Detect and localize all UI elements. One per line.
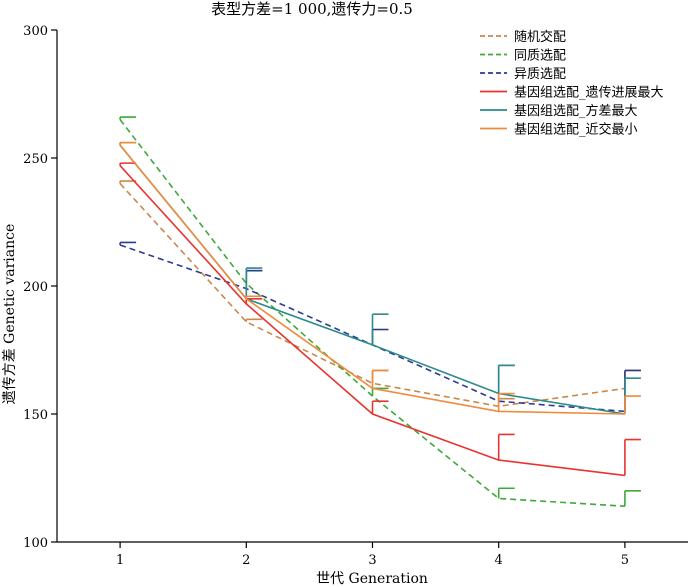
x-axis-title: 世代 Generation — [316, 571, 428, 587]
x-tick-label: 4 — [495, 553, 503, 568]
legend-label: 异质选配 — [514, 67, 566, 82]
series-group — [119, 116, 641, 507]
legend: 随机交配同质选配异质选配基因组选配_遗传进展最大基因组选配_方差最大基因组选配_… — [480, 29, 664, 138]
series-6 — [119, 141, 641, 415]
series-5 — [119, 141, 641, 415]
y-tick-label: 250 — [23, 152, 48, 167]
series-line — [119, 119, 625, 507]
series-1 — [119, 180, 641, 408]
y-tick-label: 300 — [23, 24, 48, 39]
series-line — [119, 183, 626, 408]
legend-label: 同质选配 — [514, 49, 566, 64]
y-tick-label: 100 — [23, 536, 48, 551]
x-tick-label: 1 — [116, 553, 124, 568]
y-axis-title: 遗传方差 Genetic variance — [2, 224, 18, 405]
x-tick-label: 3 — [368, 553, 376, 568]
x-tick-label: 5 — [621, 553, 629, 568]
legend-label: 基因组选配_方差最大 — [514, 103, 638, 119]
y-tick-label: 200 — [23, 280, 48, 295]
y-tick-label: 150 — [23, 408, 48, 423]
axes: 100 150 200 250 300 1 2 3 4 5 — [23, 24, 688, 568]
legend-label: 随机交配 — [514, 29, 566, 45]
legend-label: 基因组选配_遗传进展最大 — [514, 86, 664, 101]
series-3 — [119, 241, 641, 413]
series-2 — [119, 116, 641, 507]
x-tick-label: 2 — [242, 553, 250, 568]
chart-title: 表型方差=1 000,遗传力=0.5 — [211, 0, 413, 18]
series-4 — [119, 162, 641, 477]
legend-label: 基因组选配_近交最小 — [514, 122, 638, 138]
